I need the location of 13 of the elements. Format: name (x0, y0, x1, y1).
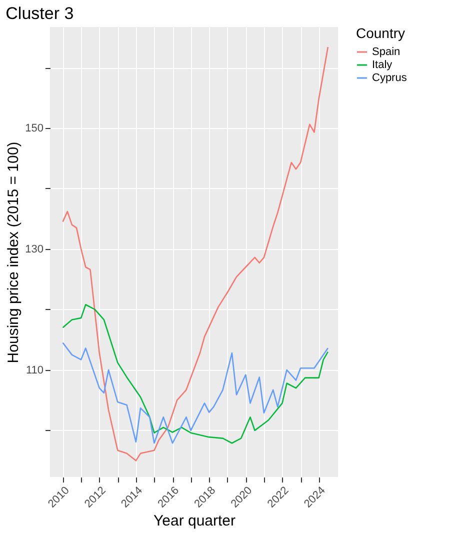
line-series (62, 304, 329, 444)
chart-title: Cluster 3 (6, 4, 74, 23)
y-tick-label: 150 (25, 122, 44, 135)
y-tick-label: 110 (26, 364, 44, 376)
legend-label: Italy (372, 59, 393, 71)
line-series (62, 342, 329, 444)
y-axis-title: Housing price index (2015 = 100) (5, 142, 22, 364)
x-axis-title: Year quarter (153, 512, 236, 530)
legend-label: Spain (372, 46, 400, 58)
legend-label: Cyprus (372, 72, 408, 84)
y-tick-label: 130 (25, 243, 44, 256)
legend-title: Country (356, 25, 406, 41)
line-series (62, 46, 329, 462)
